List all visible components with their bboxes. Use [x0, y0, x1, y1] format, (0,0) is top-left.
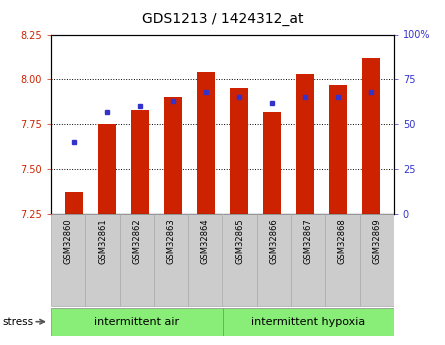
Text: GSM32866: GSM32866 — [269, 219, 279, 264]
Bar — [329, 85, 347, 214]
Bar — [131, 110, 149, 214]
Bar — [197, 72, 215, 214]
Text: GSM32867: GSM32867 — [303, 219, 313, 264]
Bar — [360, 214, 394, 306]
Text: GSM32863: GSM32863 — [166, 219, 176, 264]
Text: GSM32864: GSM32864 — [201, 219, 210, 264]
Bar — [85, 214, 120, 306]
Bar — [263, 112, 281, 214]
Bar — [51, 214, 85, 306]
Text: GSM32861: GSM32861 — [98, 219, 107, 264]
Bar — [296, 74, 314, 214]
Text: GSM32860: GSM32860 — [64, 219, 73, 264]
Bar — [98, 124, 116, 214]
Text: GSM32862: GSM32862 — [132, 219, 142, 264]
Text: GSM32865: GSM32865 — [235, 219, 244, 264]
Bar — [222, 214, 257, 306]
Bar — [164, 97, 182, 214]
Bar — [230, 88, 248, 214]
Bar — [362, 58, 380, 214]
Text: GDS1213 / 1424312_at: GDS1213 / 1424312_at — [142, 12, 303, 26]
Bar — [222, 308, 394, 336]
Bar — [188, 214, 222, 306]
Text: GSM32869: GSM32869 — [372, 219, 381, 264]
Bar — [257, 214, 291, 306]
Bar — [325, 214, 360, 306]
Bar — [120, 214, 154, 306]
Text: stress: stress — [2, 317, 33, 327]
Bar — [291, 214, 325, 306]
Text: intermittent hypoxia: intermittent hypoxia — [251, 317, 365, 327]
Bar — [154, 214, 188, 306]
Bar — [65, 193, 83, 214]
Bar — [51, 308, 223, 336]
Text: GSM32868: GSM32868 — [338, 219, 347, 264]
Text: intermittent air: intermittent air — [94, 317, 179, 327]
